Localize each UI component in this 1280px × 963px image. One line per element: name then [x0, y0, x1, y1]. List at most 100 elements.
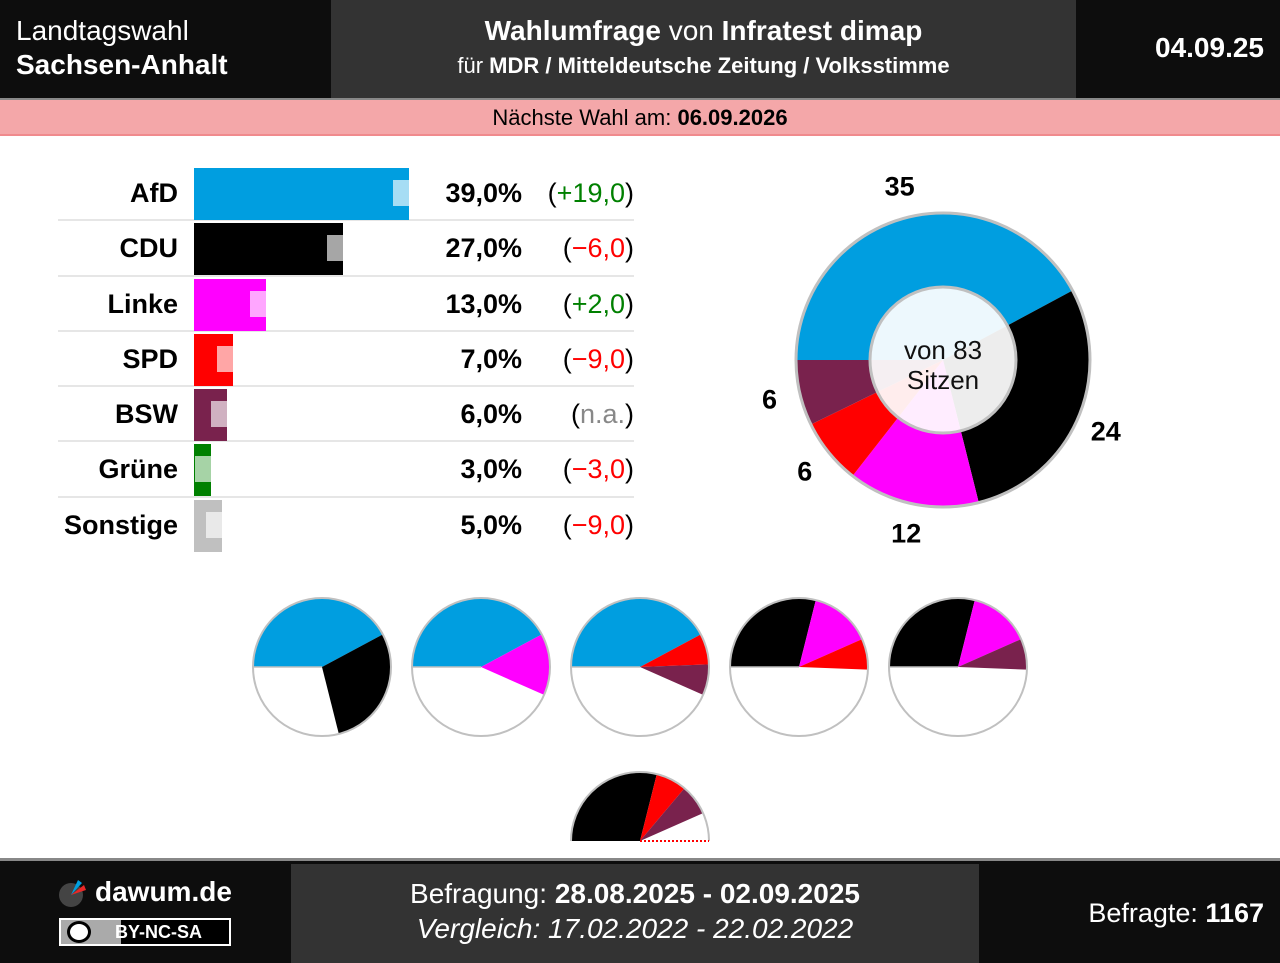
coalition-outline — [570, 771, 710, 842]
coalition-slice-bsw — [640, 788, 704, 841]
respondents-count: 1167 — [1205, 898, 1264, 928]
comparison-marker — [211, 401, 244, 428]
survey-info: Befragung: 28.08.2025 - 02.09.2025 Vergl… — [291, 864, 979, 963]
coalition-pie — [252, 597, 392, 737]
diff-label: (−6,0) — [562, 233, 634, 264]
comparison-marker — [393, 180, 426, 206]
value-label: 7,0% — [460, 343, 522, 374]
title-connector: von — [660, 15, 722, 46]
seat-chart-outline — [794, 211, 1092, 509]
coalition-slice-bsw — [958, 639, 1027, 670]
coalition-slice-cdu — [571, 772, 657, 841]
brand-name[interactable]: dawum.de — [95, 876, 232, 907]
value-label: 27,0% — [445, 233, 522, 264]
seat-total-label: von 83 Sitzen — [904, 335, 982, 395]
value-label: 6,0% — [460, 399, 522, 430]
institute-name: Infratest dimap — [721, 15, 923, 46]
seat-count-label: 12 — [891, 518, 922, 549]
value-label: 39,0% — [445, 178, 522, 208]
diff-label: (n.a.) — [570, 399, 634, 430]
seat-count-label: 6 — [797, 456, 813, 487]
coalition-pie — [570, 597, 710, 737]
value-label: 13,0% — [445, 288, 522, 319]
party-label: CDU — [119, 233, 179, 264]
coalition-slice-linke — [481, 634, 550, 695]
coalition-pie — [411, 597, 551, 737]
coalition-slice-cdu — [730, 597, 816, 667]
bar-row: SPD 7,0% (−9,0) — [58, 332, 634, 388]
seat-total-line1: von 83 — [903, 335, 983, 365]
bar — [194, 223, 344, 276]
next-election-date: 06.09.2026 — [677, 105, 788, 130]
coalition-slice-spd — [640, 774, 685, 841]
client-prefix: für — [457, 53, 490, 78]
seat-count-label: 24 — [1090, 416, 1121, 447]
party-label: AfD — [130, 178, 178, 208]
respondents-info: Befragte: 1167 — [979, 864, 1280, 963]
coalition-slice-spd — [799, 639, 868, 670]
bar-row: AfD 39,0% (+19,0) — [58, 166, 634, 222]
diff-label: (−3,0) — [562, 454, 634, 485]
comparison-marker — [194, 456, 227, 483]
coalition-charts — [252, 597, 1028, 842]
party-label: SPD — [122, 343, 178, 374]
survey-period: 28.08.2025 - 02.09.2025 — [554, 878, 860, 909]
comparison-marker — [205, 511, 238, 538]
client-names: MDR / Mitteldeutsche Zeitung / Volksstim… — [489, 53, 950, 78]
party-label: BSW — [115, 399, 178, 430]
bar-chart: AfD 39,0% (+19,0) CDU 27,0% (−6,0) Linke 13,0% (… — [58, 166, 634, 553]
seat-chart-center — [868, 285, 1018, 435]
publish-date: 04.09.25 — [1076, 0, 1280, 98]
coalition-slice-afd — [253, 597, 383, 667]
diff-label: (−9,0) — [562, 509, 634, 540]
party-label: Grüne — [98, 454, 178, 485]
seat-total-line2: Sitzen — [906, 365, 980, 395]
survey-label: Befragung: — [410, 878, 555, 909]
seat-distribution-chart — [794, 211, 1092, 509]
coalition-slice-cdu — [889, 597, 975, 667]
bar-row: Linke 13,0% (+2,0) — [58, 277, 634, 332]
comparison-marker — [216, 345, 249, 372]
comparison-marker — [327, 235, 360, 262]
party-label: Sonstige — [63, 509, 178, 540]
bar-row: Grüne 3,0% (−3,0) — [58, 442, 634, 498]
license-text: BY-NC-SA — [115, 922, 203, 942]
coalition-slice-cdu — [322, 634, 392, 734]
dawum-logo-icon — [59, 880, 86, 907]
license-badge[interactable]: cc BY-NC-SA — [59, 918, 231, 946]
compare-label: Vergleich: — [416, 913, 549, 944]
compare-period: 17.02.2022 - 22.02.2022 — [548, 913, 854, 944]
next-election-label: Nächste Wahl am: — [492, 105, 678, 130]
title-word: Wahlumfrage — [484, 15, 661, 46]
election-type: Landtagswahl — [16, 15, 189, 46]
value-label: 3,0% — [460, 454, 522, 485]
branding: dawum.de cc BY-NC-SA — [0, 864, 291, 963]
next-election-banner: Nächste Wahl am: 06.09.2026 — [0, 100, 1280, 136]
bar-row: BSW 6,0% (n.a.) — [58, 387, 634, 443]
header-divider — [0, 98, 1280, 100]
coalition-slice-afd — [412, 597, 542, 667]
coalition-pie — [729, 597, 869, 737]
party-label: Linke — [107, 288, 178, 319]
seat-count-label: 35 — [884, 171, 915, 202]
respondents-label: Befragte: — [1088, 898, 1206, 928]
election-title: Landtagswahl Sachsen-Anhalt — [0, 0, 330, 98]
creative-commons-icon: cc — [67, 921, 91, 943]
state-name: Sachsen-Anhalt — [16, 49, 228, 80]
bar-row: Sonstige 5,0% (−9,0) — [58, 498, 634, 553]
diff-label: (+2,0) — [562, 288, 634, 319]
coalition-slice-spd — [640, 634, 709, 667]
coalition-slice-afd — [571, 597, 701, 667]
value-label: 5,0% — [460, 509, 522, 540]
coalition-pie — [888, 597, 1028, 737]
coalition-pie — [570, 771, 710, 842]
bar — [194, 168, 410, 220]
diff-label: (+19,0) — [547, 178, 634, 208]
bar-row: CDU 27,0% (−6,0) — [58, 221, 634, 277]
footer: dawum.de cc BY-NC-SA Befragung: 28.08.20… — [0, 858, 1280, 963]
coalition-slice-bsw — [640, 664, 709, 695]
diff-label: (−9,0) — [562, 343, 634, 374]
comparison-marker — [249, 290, 282, 317]
seat-count-label: 6 — [762, 384, 778, 415]
header: Landtagswahl Sachsen-Anhalt Wahlumfrage … — [0, 0, 1280, 98]
